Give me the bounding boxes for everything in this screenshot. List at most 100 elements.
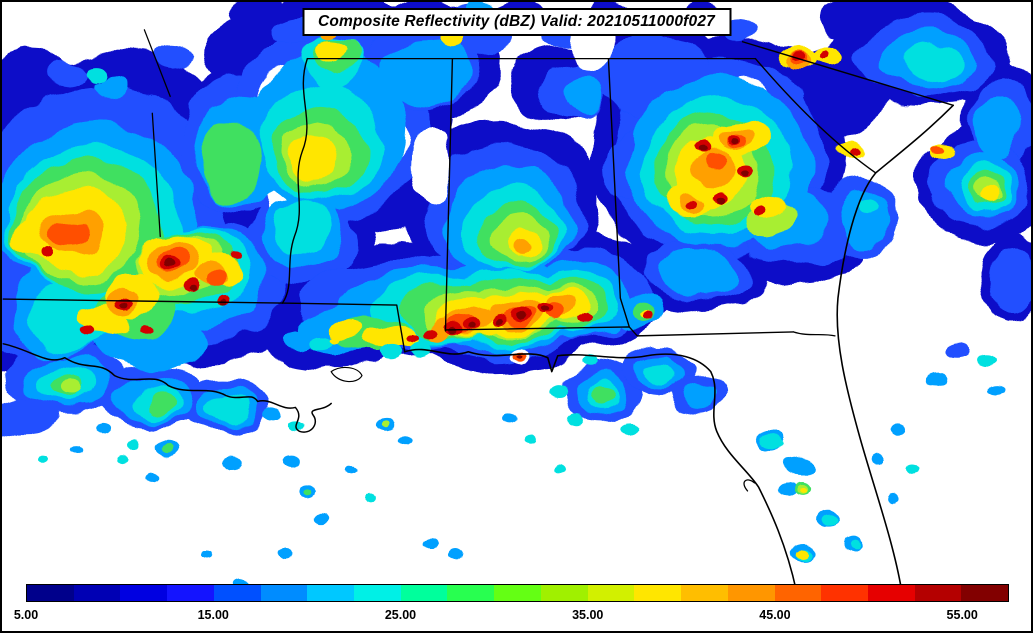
colorbar-segment [73, 585, 121, 601]
radar-cell [145, 473, 160, 484]
radar-cell [778, 481, 799, 496]
radar-cell [118, 303, 127, 310]
radar-cell [990, 244, 1031, 313]
radar-cell [562, 78, 607, 115]
radar-cell [620, 423, 639, 436]
radar-cell [927, 372, 948, 387]
radar-cell [905, 464, 920, 474]
radar-cell [207, 397, 244, 420]
radar-cell [566, 413, 583, 426]
colorbar-segment [354, 585, 401, 601]
radar-cell [410, 128, 451, 204]
radar-cell [730, 138, 739, 145]
radar-cell [977, 353, 997, 366]
state-border-path [281, 57, 309, 304]
radar-cell [328, 337, 339, 346]
radar-cell [870, 454, 885, 465]
title-box: Composite Reflectivity (dBZ) Valid: 2021… [302, 8, 731, 36]
colorbar-segment [540, 585, 588, 601]
radar-cell [792, 52, 805, 61]
radar-cell [2, 399, 53, 440]
radar-cell [814, 47, 842, 66]
radar-cell [902, 45, 963, 82]
colorbar-tick-label: 55.00 [946, 608, 978, 622]
radar-cell [678, 380, 719, 411]
radar-cell [742, 169, 751, 176]
radar-cell [822, 514, 838, 527]
colorbar-tick-labels: 5.00 15.00 25.00 35.00 45.00 55.00 [14, 608, 1009, 625]
radar-cell [380, 344, 401, 359]
radar-cell [190, 284, 199, 291]
radar-cell [423, 329, 438, 340]
radar-cell [165, 258, 176, 267]
radar-cell [42, 245, 54, 256]
radar-cell [71, 445, 84, 454]
radar-cell [345, 465, 358, 474]
radar-cell [230, 251, 243, 260]
radar-cell [261, 407, 282, 422]
colorbar-segment [400, 585, 448, 601]
colorbar-tick-label: 15.00 [197, 608, 229, 622]
radar-cell [841, 190, 890, 247]
colorbar-segment [494, 585, 541, 601]
radar-cell [716, 197, 725, 204]
colorbar-tick-label: 45.00 [759, 608, 791, 622]
radar-cell [125, 439, 140, 450]
radar-cell [380, 37, 471, 106]
radar-cell [150, 42, 195, 71]
radar-cell [87, 69, 108, 84]
colorbar-segment [213, 585, 261, 601]
radar-cell [282, 455, 301, 468]
colorbar-tick-label: 5.00 [13, 608, 39, 622]
colorbar-segment [867, 585, 915, 601]
radar-cell [784, 459, 813, 479]
colorbar-segment [634, 585, 682, 601]
radar-cell [221, 457, 242, 472]
radar-cell [549, 384, 570, 399]
state-border-path [444, 57, 454, 332]
colorbar-segment [167, 585, 214, 601]
state-border-path [741, 41, 954, 107]
colorbar-segment [774, 585, 822, 601]
state-border-path [281, 302, 406, 353]
radar-cell [406, 333, 419, 342]
radar-cell [291, 137, 336, 185]
state-border-path [2, 343, 332, 433]
radar-cell [47, 57, 88, 86]
colorbar-segment [727, 585, 775, 601]
radar-cell [819, 49, 830, 58]
radar-cell [699, 145, 708, 152]
radar-cell [513, 238, 531, 255]
radar-cell [94, 424, 111, 435]
state-border-path [330, 366, 363, 383]
colorbar-segments [27, 585, 1009, 601]
radar-cell [848, 539, 861, 550]
radar-cell [523, 435, 536, 444]
radar-cell [286, 330, 317, 349]
colorbar-segment [587, 585, 635, 601]
radar-cell [397, 436, 414, 447]
radar-cell [202, 121, 262, 201]
radar-cell [311, 337, 332, 352]
radar-cell [37, 455, 49, 464]
radar-cell [516, 312, 527, 320]
colorbar-segment [260, 585, 308, 601]
radar-cell [659, 248, 739, 297]
colorbar-segment [27, 585, 74, 601]
radar-cell [161, 445, 174, 454]
radar-cell [796, 549, 809, 560]
radar-cell [980, 185, 1000, 202]
radar-cell [448, 549, 463, 560]
radar-cell [758, 433, 783, 450]
title-text: Composite Reflectivity (dBZ) Valid: 2021… [318, 13, 715, 30]
state-border-path [2, 298, 284, 304]
radar-cell [80, 324, 95, 335]
colorbar-segment [681, 585, 728, 601]
radar-cell [496, 318, 505, 325]
colorbar-segment [961, 585, 1009, 601]
colorbar-segment [914, 585, 962, 601]
radar-cell [745, 193, 782, 218]
state-border-path [836, 104, 955, 592]
